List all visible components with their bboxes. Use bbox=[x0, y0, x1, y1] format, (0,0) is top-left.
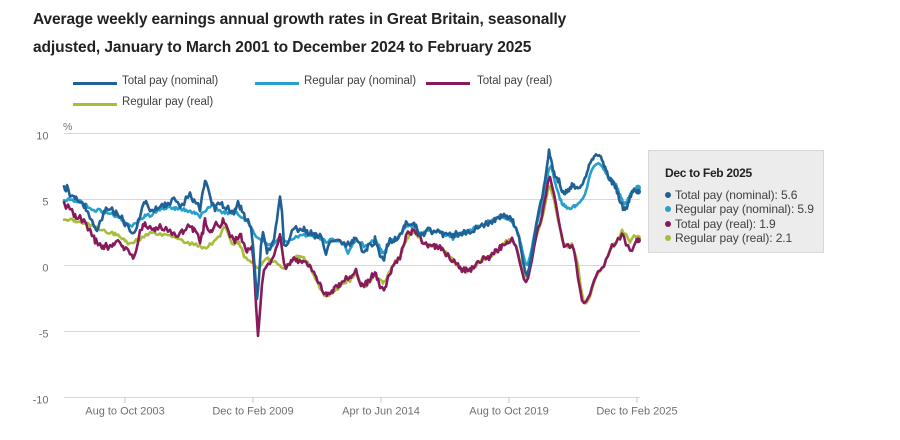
svg-text:5: 5 bbox=[42, 197, 48, 209]
svg-text:-10: -10 bbox=[33, 395, 49, 407]
svg-text:Aug to Oct 2019: Aug to Oct 2019 bbox=[469, 406, 549, 418]
svg-text:Dec to Feb 2009: Dec to Feb 2009 bbox=[212, 406, 293, 418]
svg-text:Dec to Feb 2025: Dec to Feb 2025 bbox=[596, 406, 677, 418]
svg-text:-5: -5 bbox=[39, 329, 49, 341]
svg-text:Aug to Oct 2003: Aug to Oct 2003 bbox=[85, 406, 165, 418]
svg-text:%: % bbox=[63, 121, 72, 133]
svg-text:Apr to Jun 2014: Apr to Jun 2014 bbox=[342, 406, 420, 418]
svg-text:0: 0 bbox=[42, 263, 48, 275]
svg-text:10: 10 bbox=[36, 131, 48, 143]
